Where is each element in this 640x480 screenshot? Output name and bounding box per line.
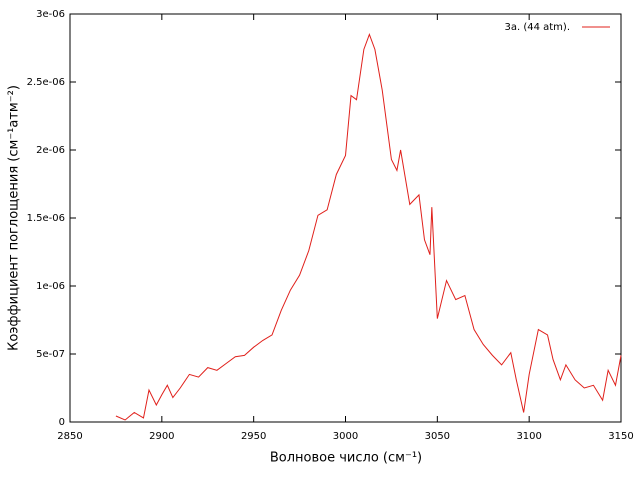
- plot-border: [69, 13, 622, 423]
- x-tick-label: 2900: [149, 431, 174, 442]
- x-axis-label: Волновое число (см⁻¹): [270, 451, 422, 466]
- x-tick-label: 3000: [333, 431, 358, 442]
- y-axis-label: Коэффициент поглощения (см⁻¹атм⁻²): [7, 85, 22, 351]
- y-tick-label: 0: [59, 417, 65, 428]
- x-tick-label: 2850: [57, 431, 82, 442]
- y-tick-label: 5e-07: [36, 349, 65, 360]
- x-tick-label: 2950: [241, 431, 266, 442]
- legend-label: 3a. (44 atm).: [504, 22, 570, 33]
- data-line: [115, 32, 622, 421]
- x-tick-label: 3050: [425, 431, 450, 442]
- y-tick-label: 2e-06: [36, 145, 65, 156]
- y-tick-label: 3e-06: [36, 9, 65, 20]
- y-tick-label: 1e-06: [36, 281, 65, 292]
- x-tick-label: 3150: [608, 431, 633, 442]
- y-tick-label: 2.5e-06: [27, 77, 65, 88]
- x-tick-label: 3100: [516, 431, 541, 442]
- y-tick-label: 1.5e-06: [27, 213, 65, 224]
